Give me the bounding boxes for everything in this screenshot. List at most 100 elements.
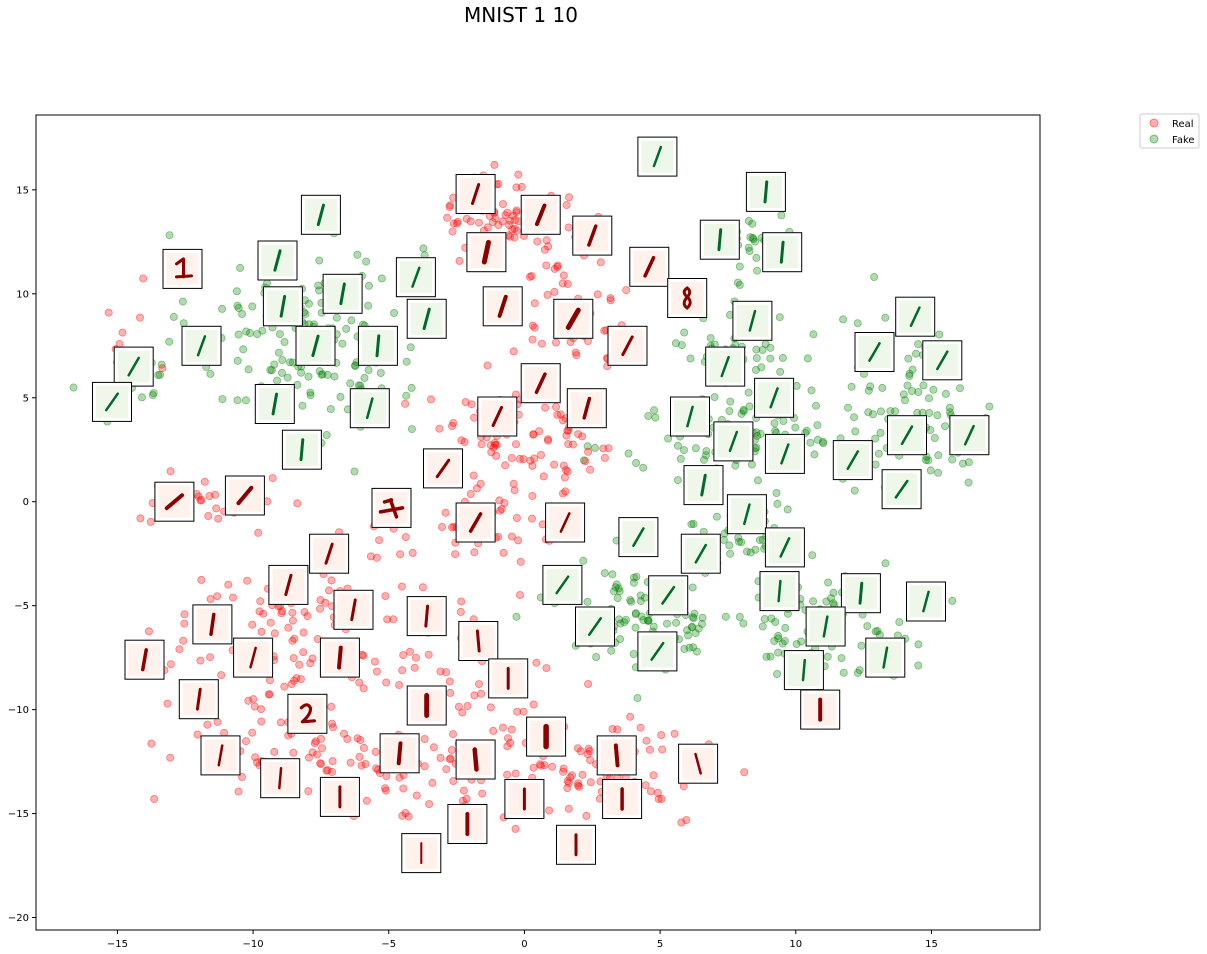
real-point: [657, 794, 666, 803]
real-point: [740, 768, 749, 777]
fake-point: [687, 520, 696, 529]
fake-point: [702, 451, 711, 460]
fake-point: [774, 631, 783, 640]
real-point: [359, 684, 368, 693]
fake-digit-thumbnail: [181, 325, 222, 366]
fake-point: [747, 460, 756, 469]
real-point: [180, 610, 189, 619]
digit-stroke: [284, 573, 293, 597]
fake-point: [908, 365, 917, 374]
fake-point: [315, 256, 324, 265]
fake-point: [644, 616, 653, 625]
fake-point: [206, 369, 215, 378]
real-point: [498, 723, 507, 732]
real-point: [372, 667, 381, 676]
real-point: [487, 448, 496, 457]
fake-point: [148, 391, 157, 400]
thumbnail-frame: [699, 219, 740, 260]
real-digit-thumbnail: [678, 743, 719, 784]
real-point: [135, 313, 144, 322]
fake-point: [649, 622, 658, 631]
real-point: [533, 237, 542, 246]
real-point: [483, 223, 492, 232]
thumbnail-frame: [124, 639, 165, 680]
fake-point: [298, 401, 307, 410]
real-digit-thumbnail: [520, 363, 561, 404]
thumbnail-frame: [309, 533, 350, 574]
real-point: [563, 467, 572, 476]
real-point: [515, 454, 524, 463]
thumbnail-frame: [732, 300, 773, 341]
real-point: [453, 217, 462, 226]
fake-point: [390, 308, 399, 317]
real-point: [454, 702, 463, 711]
fake-digit-thumbnail: [865, 637, 906, 678]
fake-point: [924, 456, 933, 465]
real-point: [316, 596, 325, 605]
fake-digit-thumbnail: [92, 381, 132, 422]
real-point: [636, 723, 645, 732]
real-point: [412, 791, 421, 800]
real-point: [313, 750, 322, 759]
fake-digit-thumbnail: [895, 296, 936, 337]
real-point: [564, 440, 573, 449]
fake-point: [592, 653, 601, 662]
fake-point: [314, 281, 323, 290]
fake-point: [157, 360, 166, 369]
digit-stroke: [324, 542, 334, 565]
fake-point: [351, 362, 360, 371]
fake-point: [766, 354, 775, 363]
real-point: [251, 753, 260, 762]
digit-stroke: [555, 575, 570, 595]
real-point: [508, 211, 517, 220]
real-point: [576, 747, 585, 756]
real-point: [418, 583, 427, 592]
real-point: [401, 533, 410, 542]
fake-point: [402, 357, 411, 366]
fake-point: [419, 244, 428, 253]
fake-point: [823, 652, 832, 661]
real-point: [382, 772, 391, 781]
fake-point: [956, 384, 965, 393]
fake-point: [899, 390, 908, 399]
real-point: [455, 256, 464, 265]
fake-point: [813, 421, 822, 430]
fake-point: [616, 635, 625, 644]
digit-thumbnails: [92, 136, 990, 874]
real-point: [574, 779, 583, 788]
fake-point: [285, 358, 294, 367]
digit-stroke: [922, 590, 930, 613]
real-point: [441, 508, 450, 517]
digit-stroke: [491, 405, 504, 428]
fake-point: [772, 488, 781, 497]
fake-point: [737, 409, 746, 418]
real-point: [476, 479, 485, 488]
digit-stroke: [858, 581, 864, 605]
real-point: [277, 609, 286, 618]
fake-point: [914, 640, 923, 649]
real-point: [452, 219, 461, 228]
fake-point: [407, 425, 416, 434]
thumbnail-frame: [887, 415, 927, 456]
real-point: [553, 262, 562, 271]
fake-point: [876, 407, 885, 416]
fake-point: [234, 330, 243, 339]
real-point: [512, 440, 521, 449]
thumbnail-frame: [759, 571, 800, 612]
real-point: [559, 489, 568, 498]
real-point: [398, 811, 407, 820]
thumbnail-frame: [458, 621, 499, 661]
real-point: [542, 664, 551, 673]
real-point: [539, 472, 548, 481]
fake-point: [687, 623, 696, 632]
thumbnail-frame: [881, 469, 922, 510]
real-point: [564, 223, 573, 232]
fake-point: [360, 373, 369, 382]
real-point: [436, 667, 445, 676]
fake-point: [218, 395, 227, 404]
fake-point: [850, 413, 859, 422]
digit-stroke: [299, 438, 305, 462]
real-point: [362, 796, 371, 805]
fake-digit-thumbnail: [357, 325, 398, 366]
digit-stroke: [141, 648, 148, 672]
